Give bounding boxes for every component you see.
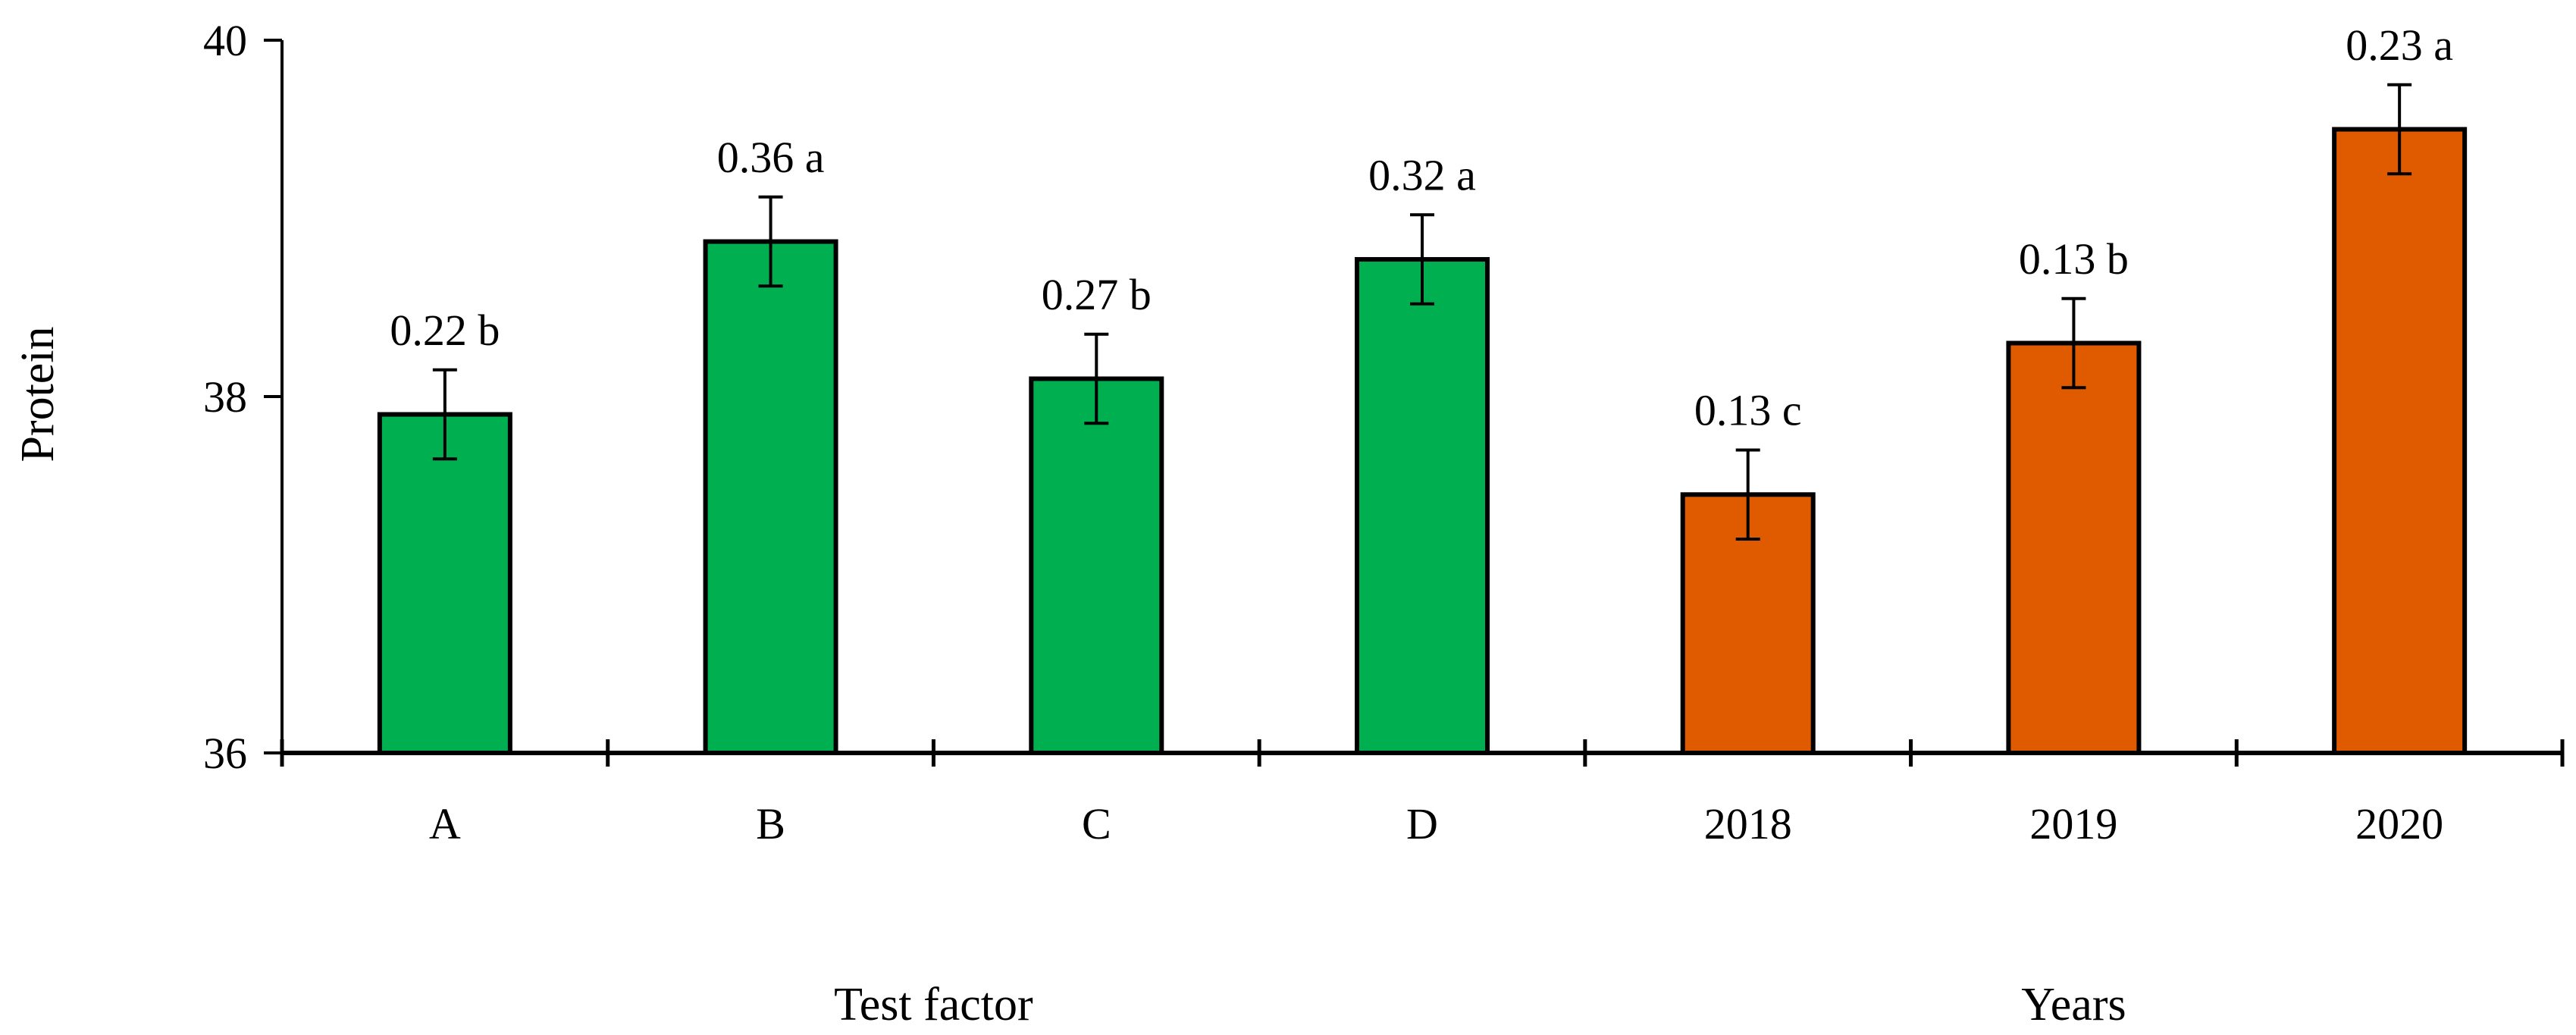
data-label: 0.13 b: [2019, 234, 2129, 284]
bar: [2006, 340, 2142, 755]
data-label: 0.13 c: [1694, 386, 1802, 435]
x-tick-label: B: [756, 799, 785, 848]
bar: [2332, 127, 2468, 755]
bar: [1029, 376, 1164, 755]
x-group-label: Test factor: [834, 979, 1033, 1030]
data-label: 0.36 a: [717, 133, 825, 182]
x-tick-label: A: [429, 799, 461, 848]
y-axis-title: Protein: [12, 326, 64, 462]
y-tick-label: 36: [203, 729, 247, 778]
x-tick-label: C: [1082, 799, 1111, 848]
bar: [703, 239, 838, 755]
data-label: 0.22 b: [390, 306, 500, 355]
data-label: 0.27 b: [1042, 270, 1152, 319]
data-label: 0.23 a: [2346, 20, 2453, 70]
data-labels: 0.22 b 0.36 a 0.27 b 0.32 a 0.13 c 0.13 b 0.23…: [390, 20, 2453, 435]
x-tick-label: 2019: [2029, 799, 2117, 848]
error-bars: [432, 83, 2412, 541]
x-tick-label: 2020: [2355, 799, 2443, 848]
y-tick-label: 40: [203, 16, 247, 65]
bar: [1355, 257, 1490, 755]
x-group-label: Years: [2021, 979, 2126, 1030]
x-tick-label: D: [1406, 799, 1438, 848]
x-tick-label: 2018: [1704, 799, 1792, 848]
bar: [377, 412, 512, 755]
data-label: 0.32 a: [1368, 150, 1476, 199]
y-tick-label: 38: [203, 372, 247, 422]
